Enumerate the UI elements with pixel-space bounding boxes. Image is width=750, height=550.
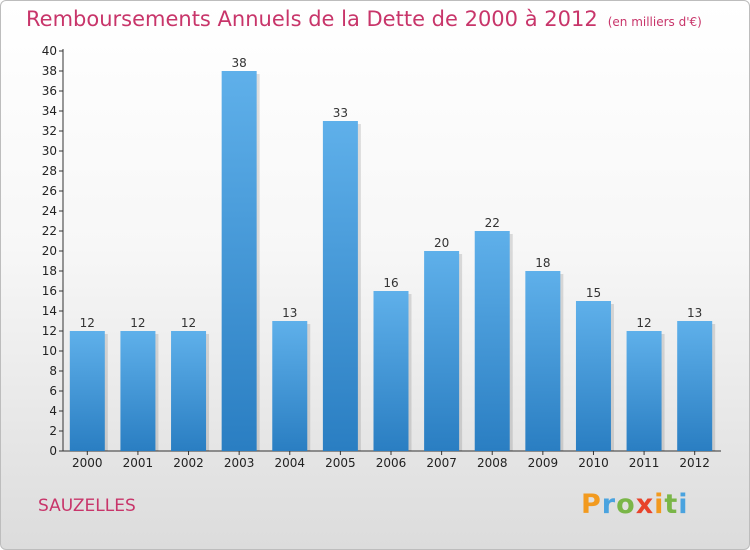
x-tick-label: 2010 (578, 456, 609, 470)
y-tick-label: 4 (49, 404, 57, 418)
chart-subtitle: (en milliers d'€) (607, 15, 702, 29)
bar (424, 251, 460, 451)
x-tick-label: 2003 (224, 456, 255, 470)
y-tick-label: 32 (42, 124, 57, 138)
y-tick-label: 6 (49, 384, 57, 398)
y-tick-label: 14 (42, 304, 57, 318)
x-axis: 2000 2001 2002 2003 2004 2005 2006 2007 2008 2009… (63, 450, 721, 470)
data-label: 38 (232, 56, 247, 70)
data-label: 22 (485, 216, 500, 230)
y-tick-label: 20 (42, 244, 57, 258)
y-tick-label: 36 (42, 84, 57, 98)
bars (69, 71, 716, 451)
y-tick-label: 28 (42, 164, 57, 178)
bar (221, 71, 257, 451)
y-tick-label: 34 (42, 104, 57, 118)
y-tick-label: 24 (42, 204, 57, 218)
bar (575, 301, 611, 451)
logo-letter: i (654, 489, 665, 520)
data-label: 12 (181, 316, 196, 330)
y-tick-label: 18 (42, 264, 57, 278)
y-tick-label: 12 (42, 324, 57, 338)
x-tick-label: 2009 (528, 456, 559, 470)
y-tick-label: 38 (42, 64, 57, 78)
bar (626, 331, 662, 451)
data-label: 13 (282, 306, 297, 320)
proxiti-logo: Proxiti (581, 489, 689, 520)
x-tick-label: 2011 (629, 456, 660, 470)
x-tick-label: 2012 (679, 456, 710, 470)
logo-letter: r (601, 489, 617, 520)
bar (69, 331, 105, 451)
logo-letter: x (635, 489, 655, 520)
bar (373, 291, 409, 451)
y-tick-label: 26 (42, 184, 57, 198)
bar (322, 121, 358, 451)
y-tick-label: 40 (42, 44, 57, 58)
data-label: 20 (434, 236, 449, 250)
y-tick-label: 2 (49, 424, 57, 438)
x-tick-label: 2008 (477, 456, 508, 470)
y-tick-label: 22 (42, 224, 57, 238)
y-tick-label: 30 (42, 144, 57, 158)
data-label: 33 (333, 106, 348, 120)
bar (171, 331, 207, 451)
data-label: 12 (130, 316, 145, 330)
x-tick-label: 2000 (72, 456, 103, 470)
bar (525, 271, 561, 451)
bar (677, 321, 713, 451)
bar (474, 231, 510, 451)
chart-title-text: Remboursements Annuels de la Dette de 20… (26, 7, 598, 31)
data-labels: 12 12 12 38 13 33 16 20 22 18 15 12 13 (80, 56, 703, 330)
bar (120, 331, 156, 451)
data-label: 12 (80, 316, 95, 330)
x-tick-label: 2005 (325, 456, 356, 470)
x-tick-label: 2001 (123, 456, 154, 470)
x-tick-label: 2002 (173, 456, 204, 470)
x-tick-label: 2006 (376, 456, 407, 470)
x-tick-label: 2007 (426, 456, 457, 470)
chart-title: Remboursements Annuels de la Dette de 20… (26, 7, 702, 31)
data-label: 16 (383, 276, 398, 290)
data-label: 18 (535, 256, 550, 270)
y-tick-label: 16 (42, 284, 57, 298)
y-tick-label: 10 (42, 344, 57, 358)
data-label: 12 (636, 316, 651, 330)
y-tick-label: 0 (49, 444, 57, 458)
bar (272, 321, 308, 451)
logo-letter: t (664, 489, 679, 520)
data-label: 15 (586, 286, 601, 300)
logo-letter: i (678, 489, 689, 520)
place-name: SAUZELLES (38, 496, 136, 516)
x-tick-label: 2004 (274, 456, 305, 470)
logo-letter: P (581, 489, 602, 520)
data-label: 13 (687, 306, 702, 320)
logo-letter: o (616, 489, 636, 520)
y-tick-label: 8 (49, 364, 57, 378)
